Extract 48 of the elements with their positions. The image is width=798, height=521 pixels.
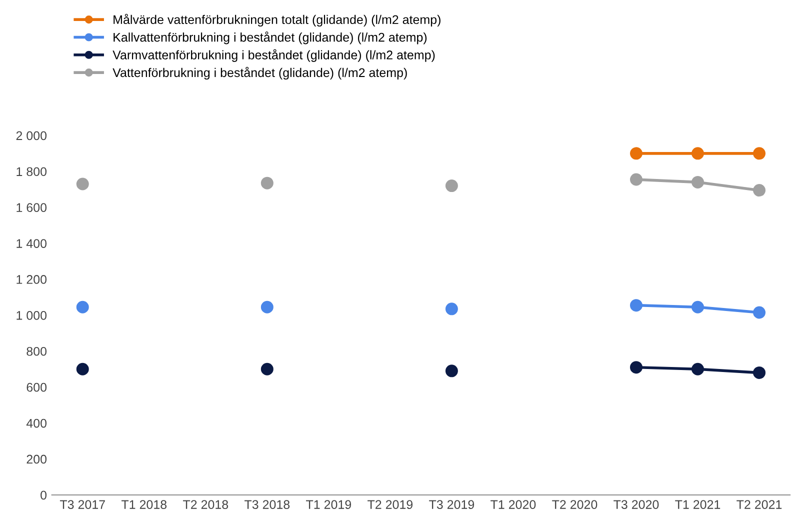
point <box>445 302 458 316</box>
y-tick-label: 200 <box>26 454 47 464</box>
point <box>76 178 89 190</box>
legend-label: Varmvattenförbrukning i beståndet (glidande) (l/m2 atemp) <box>112 49 435 62</box>
point <box>76 362 89 376</box>
x-tick-label: T1 2019 <box>306 500 352 509</box>
y-tick-label: 1 000 <box>16 311 47 320</box>
point <box>630 173 642 186</box>
y-tick-label: 2 000 <box>16 131 47 140</box>
x-tick-label: T1 2020 <box>490 500 536 509</box>
point <box>692 362 704 376</box>
point <box>692 300 704 314</box>
point <box>692 176 704 188</box>
y-tick-label: 1 800 <box>16 167 47 176</box>
point <box>753 147 766 160</box>
legend-label: Vattenförbrukning i beståndet (glidande) (l/m2 atemp) <box>112 66 407 80</box>
point <box>753 306 766 319</box>
point <box>260 176 274 190</box>
point <box>445 180 458 192</box>
x-tick-label: T3 2019 <box>429 500 474 509</box>
legend-label: Kallvattenförbrukning i beståndet (glidande) (l/m2 atemp) <box>114 32 427 44</box>
point <box>260 362 274 376</box>
point <box>692 147 704 160</box>
y-tick-label: 400 <box>26 418 47 428</box>
point <box>260 300 274 314</box>
x-tick-label: T1 2021 <box>675 500 720 509</box>
point <box>630 299 642 312</box>
y-tick-label: 800 <box>26 346 47 356</box>
point <box>630 147 642 160</box>
point <box>445 364 458 378</box>
x-tick-label: T3 2020 <box>614 500 659 509</box>
point <box>753 366 766 379</box>
x-tick-label: T2 2021 <box>736 500 782 509</box>
y-tick-label: 0 <box>40 490 47 500</box>
x-tick-label: T3 2017 <box>60 500 105 509</box>
x-tick-label: T3 2018 <box>244 500 290 509</box>
y-tick-label: 600 <box>26 382 47 392</box>
legend-label: Målvärde vattenförbrukningen totalt (glidande) (l/m2 atemp) <box>114 14 440 27</box>
point <box>753 184 766 197</box>
y-tick-label: 1 400 <box>16 239 47 248</box>
x-tick-label: T2 2019 <box>368 500 413 509</box>
point <box>630 361 642 374</box>
y-tick-label: 1 200 <box>16 275 47 284</box>
x-tick-label: T2 2018 <box>183 500 228 509</box>
point <box>76 300 89 314</box>
x-tick-label: T1 2018 <box>121 500 167 509</box>
y-tick-label: 1 600 <box>16 203 47 212</box>
x-tick-label: T2 2020 <box>552 500 598 509</box>
